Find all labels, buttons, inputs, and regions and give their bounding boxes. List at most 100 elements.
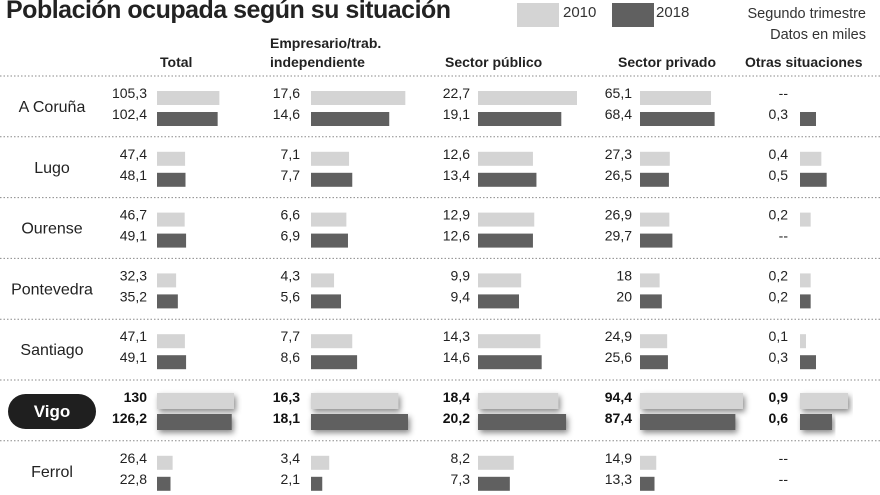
bar-ferrol-col3-2018 bbox=[478, 476, 510, 491]
bar-pontevedra-col1-2018 bbox=[157, 294, 178, 309]
bar-ourense-col3-2018 bbox=[478, 233, 533, 248]
note-period: Segundo trimestre bbox=[747, 6, 866, 22]
bar-ourense-col4-2018 bbox=[640, 233, 673, 248]
value-label-ourense-col3-2010: 12,9 bbox=[443, 207, 470, 223]
column-header-4-line-1: Sector privado bbox=[618, 54, 716, 70]
value-label-santiago-col4-2010: 24,9 bbox=[605, 328, 632, 344]
value-label-ourense-col3-2018: 12,6 bbox=[443, 228, 470, 244]
bar-vigo-col3-2010 bbox=[478, 393, 559, 409]
value-label-santiago-col1-2010: 47,1 bbox=[120, 328, 147, 344]
value-label-lugo-col4-2018: 26,5 bbox=[605, 167, 632, 183]
bar-ourense-col3-2010 bbox=[478, 212, 535, 227]
bar-santiago-col1-2010 bbox=[157, 334, 185, 349]
value-label-lugo-col1-2010: 47,4 bbox=[120, 146, 147, 162]
value-label-ourense-col5-2018: -- bbox=[779, 228, 789, 244]
value-label-ferrol-col1-2010: 26,4 bbox=[120, 450, 147, 466]
value-label-ferrol-col5-2010: -- bbox=[779, 450, 789, 466]
value-label-ferrol-col4-2018: 13,3 bbox=[605, 471, 632, 487]
value-label-lugo-col5-2010: 0,4 bbox=[769, 146, 789, 162]
bar-vigo-col1-2010 bbox=[157, 393, 234, 409]
bar-pontevedra-col4-2018 bbox=[640, 294, 662, 309]
value-label-pontevedra-col2-2010: 4,3 bbox=[281, 267, 301, 283]
bar-lugo-col4-2018 bbox=[640, 172, 669, 187]
value-label-vigo-col1-2010: 130 bbox=[124, 389, 148, 405]
value-label-ourense-col4-2010: 26,9 bbox=[605, 207, 632, 223]
bar-pontevedra-col2-2018 bbox=[311, 294, 342, 309]
bar-santiago-col5-2018 bbox=[800, 355, 816, 370]
city-label-vigo: Vigo bbox=[34, 402, 71, 421]
bar-vigo-col2-2010 bbox=[311, 393, 399, 409]
value-label-a-coruna-col1-2010: 105,3 bbox=[112, 85, 147, 101]
value-label-santiago-col3-2010: 14,3 bbox=[443, 328, 470, 344]
value-label-vigo-col4-2018: 87,4 bbox=[605, 410, 632, 426]
value-label-vigo-col3-2018: 20,2 bbox=[443, 410, 470, 426]
value-label-pontevedra-col5-2018: 0,2 bbox=[769, 288, 789, 304]
bar-vigo-col5-2010 bbox=[800, 393, 848, 409]
bar-lugo-col1-2010 bbox=[157, 151, 186, 166]
bar-santiago-col1-2018 bbox=[157, 355, 187, 370]
value-label-lugo-col2-2010: 7,1 bbox=[281, 146, 301, 162]
value-label-ferrol-col4-2010: 14,9 bbox=[605, 450, 632, 466]
value-label-pontevedra-col1-2018: 35,2 bbox=[120, 288, 147, 304]
value-label-vigo-col1-2018: 126,2 bbox=[112, 410, 147, 426]
bar-ourense-col2-2010 bbox=[311, 212, 347, 227]
value-label-vigo-col5-2018: 0,6 bbox=[769, 410, 789, 426]
value-label-santiago-col3-2018: 14,6 bbox=[443, 349, 470, 365]
bar-vigo-col1-2018 bbox=[157, 414, 232, 430]
bar-ferrol-col3-2010 bbox=[478, 455, 514, 470]
bar-a-coruna-col2-2018 bbox=[311, 112, 390, 126]
value-label-a-coruna-col3-2018: 19,1 bbox=[443, 106, 470, 122]
value-label-ferrol-col3-2010: 8,2 bbox=[451, 450, 471, 466]
legend-swatch-2018 bbox=[612, 3, 654, 27]
legend-swatch-2010 bbox=[517, 3, 559, 27]
bar-pontevedra-col1-2010 bbox=[157, 273, 177, 288]
bar-lugo-col3-2018 bbox=[478, 172, 537, 187]
bar-vigo-col4-2010 bbox=[640, 393, 743, 409]
value-label-ferrol-col5-2018: -- bbox=[779, 471, 789, 487]
bar-vigo-col5-2018 bbox=[800, 414, 832, 430]
bar-lugo-col3-2010 bbox=[478, 151, 533, 166]
value-label-ferrol-col3-2018: 7,3 bbox=[451, 471, 471, 487]
bar-a-coruna-col4-2018 bbox=[640, 112, 715, 126]
legend-label-2018: 2018 bbox=[656, 4, 690, 21]
bar-pontevedra-col2-2010 bbox=[311, 273, 335, 288]
city-label-pontevedra: Pontevedra bbox=[11, 281, 93, 298]
value-label-santiago-col1-2018: 49,1 bbox=[120, 349, 147, 365]
bar-pontevedra-col3-2010 bbox=[478, 273, 522, 288]
city-label-a-coruna: A Coruña bbox=[19, 99, 86, 116]
value-label-a-coruna-col2-2018: 14,6 bbox=[273, 106, 300, 122]
value-label-santiago-col4-2018: 25,6 bbox=[605, 349, 632, 365]
value-label-lugo-col3-2018: 13,4 bbox=[443, 167, 470, 183]
chart-title: Población ocupada según su situación bbox=[6, 0, 451, 24]
bar-pontevedra-col5-2010 bbox=[800, 273, 811, 288]
bar-ferrol-col1-2010 bbox=[157, 455, 173, 470]
city-label-ferrol: Ferrol bbox=[31, 464, 73, 481]
city-label-lugo: Lugo bbox=[34, 160, 70, 177]
value-label-pontevedra-col5-2010: 0,2 bbox=[769, 267, 789, 283]
bar-lugo-col5-2010 bbox=[800, 151, 822, 166]
legend-label-2010: 2010 bbox=[563, 4, 597, 21]
value-label-ourense-col2-2010: 6,6 bbox=[281, 207, 301, 223]
bar-ourense-col1-2010 bbox=[157, 212, 185, 227]
value-label-santiago-col2-2010: 7,7 bbox=[281, 328, 301, 344]
bar-ourense-col2-2018 bbox=[311, 233, 348, 248]
value-label-pontevedra-col4-2018: 20 bbox=[616, 288, 632, 304]
bar-ourense-col5-2010 bbox=[800, 212, 811, 227]
value-label-pontevedra-col1-2010: 32,3 bbox=[120, 267, 147, 283]
column-header-5-line-1: Otras situaciones bbox=[745, 54, 863, 70]
bar-a-coruna-col1-2010 bbox=[157, 91, 220, 105]
value-label-lugo-col3-2010: 12,6 bbox=[443, 146, 470, 162]
bar-a-coruna-col4-2010 bbox=[640, 91, 712, 105]
bar-ferrol-col4-2018 bbox=[640, 476, 655, 491]
column-header-1-line-1: Total bbox=[160, 54, 192, 70]
value-label-pontevedra-col3-2018: 9,4 bbox=[451, 288, 471, 304]
value-label-vigo-col4-2010: 94,4 bbox=[605, 389, 632, 405]
bar-ferrol-col1-2018 bbox=[157, 476, 171, 491]
value-label-ourense-col1-2018: 49,1 bbox=[120, 228, 147, 244]
bar-santiago-col2-2018 bbox=[311, 355, 358, 370]
value-label-ourense-col5-2010: 0,2 bbox=[769, 207, 789, 223]
value-label-pontevedra-col4-2010: 18 bbox=[616, 267, 632, 283]
value-label-santiago-col5-2018: 0,3 bbox=[769, 349, 789, 365]
bar-santiago-col3-2018 bbox=[478, 355, 542, 370]
